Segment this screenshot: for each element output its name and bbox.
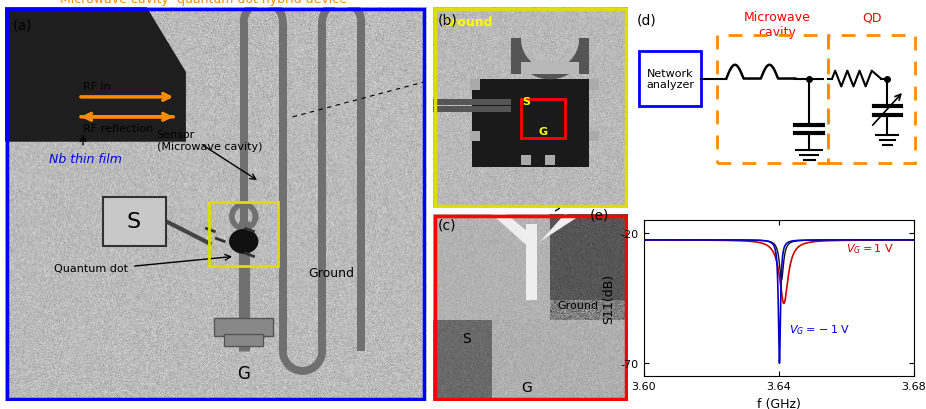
X-axis label: f (GHz): f (GHz) bbox=[757, 397, 801, 409]
Polygon shape bbox=[511, 39, 589, 80]
Text: Microwave
cavity: Microwave cavity bbox=[744, 11, 810, 39]
Bar bbox=[357, 23, 365, 351]
Text: Sensor: Sensor bbox=[156, 129, 194, 139]
Text: S: S bbox=[127, 212, 141, 232]
Bar bbox=[521, 63, 580, 75]
Bar bbox=[470, 132, 480, 142]
Bar bbox=[433, 320, 492, 401]
Bar bbox=[589, 80, 599, 90]
Text: (d): (d) bbox=[637, 13, 657, 27]
Ellipse shape bbox=[229, 229, 258, 254]
Bar bbox=[492, 320, 628, 401]
Bar bbox=[521, 100, 565, 139]
Bar bbox=[224, 334, 263, 346]
Text: $V_G = 1$ V: $V_G = 1$ V bbox=[846, 242, 895, 256]
Bar bbox=[103, 197, 167, 247]
Text: (Microwave cavity): (Microwave cavity) bbox=[156, 142, 262, 151]
Bar bbox=[214, 318, 273, 336]
Bar bbox=[209, 202, 278, 267]
Polygon shape bbox=[537, 215, 577, 245]
Text: QD: QD bbox=[862, 11, 882, 24]
Text: (e): (e) bbox=[590, 209, 609, 222]
Polygon shape bbox=[492, 215, 537, 245]
Bar bbox=[433, 100, 511, 106]
Text: (b): (b) bbox=[438, 13, 458, 27]
Text: Nb thin film: Nb thin film bbox=[49, 152, 121, 165]
Text: Ground: Ground bbox=[308, 267, 355, 280]
Bar bbox=[433, 215, 550, 320]
Text: Microwave cavity- quantum dot hybrid device: Microwave cavity- quantum dot hybrid dev… bbox=[60, 0, 347, 6]
Bar bbox=[240, 23, 247, 351]
Text: Ground: Ground bbox=[557, 300, 599, 310]
Text: RF in: RF in bbox=[83, 82, 111, 92]
Bar bbox=[550, 215, 628, 300]
Bar bbox=[521, 155, 531, 165]
Text: S: S bbox=[463, 332, 471, 346]
Bar bbox=[545, 155, 555, 165]
Polygon shape bbox=[279, 351, 326, 375]
Bar bbox=[828, 36, 915, 163]
Bar bbox=[433, 107, 511, 113]
Y-axis label: S11(dB): S11(dB) bbox=[602, 274, 615, 324]
Bar bbox=[717, 36, 828, 163]
Text: G: G bbox=[538, 127, 547, 137]
Bar bbox=[589, 132, 599, 142]
Bar bbox=[470, 80, 480, 90]
Bar bbox=[639, 52, 702, 106]
Bar bbox=[319, 23, 326, 351]
Text: G: G bbox=[237, 364, 250, 382]
Text: Quantum dot: Quantum dot bbox=[54, 264, 128, 274]
Polygon shape bbox=[240, 0, 287, 23]
Bar bbox=[580, 39, 589, 75]
Polygon shape bbox=[319, 0, 365, 23]
Text: (c): (c) bbox=[438, 218, 457, 232]
Bar bbox=[472, 80, 589, 167]
Text: S: S bbox=[522, 97, 530, 107]
Text: G: G bbox=[521, 380, 532, 394]
Text: Network
analyzer: Network analyzer bbox=[646, 69, 694, 90]
Text: (a): (a) bbox=[12, 18, 32, 32]
Bar bbox=[511, 39, 520, 75]
Bar bbox=[526, 225, 537, 300]
Polygon shape bbox=[5, 8, 186, 142]
Text: Ground: Ground bbox=[441, 16, 493, 29]
Text: $V_G = -1$ V: $V_G = -1$ V bbox=[789, 322, 850, 336]
Text: RF reflection: RF reflection bbox=[83, 124, 154, 133]
Bar bbox=[279, 23, 287, 351]
